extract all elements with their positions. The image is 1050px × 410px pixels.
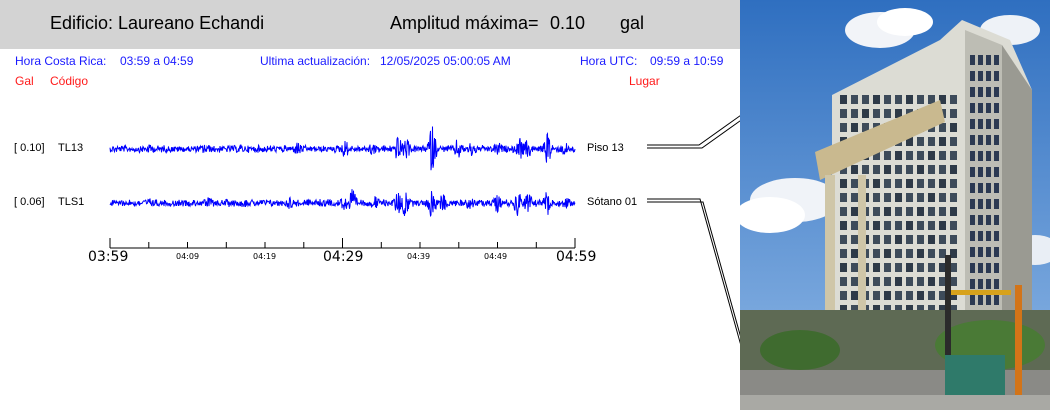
axis-major-label: 03:59 [88, 249, 129, 265]
building-title: Edificio: Laureano Echandi [50, 13, 265, 33]
hora-utc-range: 09:59 a 10:59 [650, 54, 724, 68]
leader-line-piso-13 [647, 115, 740, 146]
hora-cr-range: 03:59 a 04:59 [120, 54, 194, 68]
time-axis-ticks [109, 238, 576, 248]
channel-code: TLS1 [58, 196, 85, 208]
column-codigo: Código [50, 74, 89, 88]
channel-amp: [ 0.10] [14, 142, 45, 154]
axis-major-label: 04:29 [323, 249, 364, 265]
trace-sotano-01 [109, 189, 576, 218]
axis-minor-label: 04:09 [176, 252, 200, 261]
hora-cr-label: Hora Costa Rica: [15, 54, 107, 68]
axis-minor-label: 04:39 [407, 252, 431, 261]
max-amplitude-unit: gal [620, 13, 645, 33]
update-value: 12/05/2025 05:00:05 AM [380, 54, 511, 68]
column-gal: Gal [15, 74, 34, 88]
seismogram-plot [109, 115, 740, 345]
trace-piso-13 [109, 126, 576, 171]
channel-amp: [ 0.06] [14, 196, 45, 208]
channel-place: Sótano 01 [587, 196, 638, 208]
hora-utc-label: Hora UTC: [580, 54, 638, 68]
channel-code: TL13 [58, 142, 84, 154]
channel-place: Piso 13 [587, 142, 624, 154]
header-bar: Edificio: Laureano Echandi Amplitud máxi… [0, 0, 740, 49]
axis-minor-label: 04:49 [484, 252, 508, 261]
building-photo [740, 0, 1050, 410]
max-amplitude-value: 0.10 [550, 13, 586, 33]
leader-line-sotano-01 [647, 198, 740, 345]
max-amplitude-label: Amplitud máxima= [390, 13, 539, 33]
leader-line-piso-13-inner [647, 120, 740, 149]
column-lugar: Lugar [629, 74, 660, 88]
leader-line-sotano-01-inner [647, 201, 740, 337]
axis-minor-label: 04:19 [253, 252, 277, 261]
update-label: Ultima actualización: [260, 54, 371, 68]
axis-major-label: 04:59 [556, 249, 597, 265]
